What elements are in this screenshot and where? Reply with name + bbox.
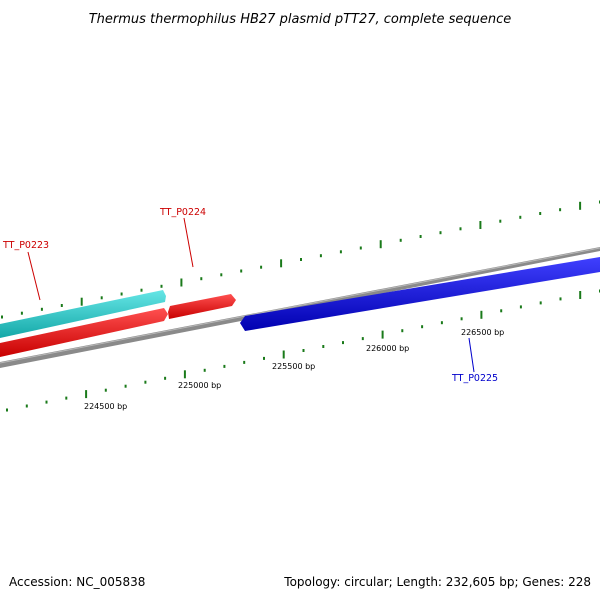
gene-tt-p0223-leader	[27, 251, 41, 301]
gene-tt-p0224-leader	[183, 217, 194, 268]
position-label-225000: 225000 bp	[178, 381, 221, 390]
gene-tt-p0224-label[interactable]: TT_P0224	[159, 207, 206, 218]
gene-tt-p0225-label[interactable]: TT_P0225	[451, 373, 498, 384]
gene-tt-p0223-label[interactable]: TT_P0223	[2, 240, 49, 251]
summary-text: Topology: circular; Length: 232,605 bp; …	[283, 575, 591, 589]
sequence-backbone-highlight	[0, 247, 600, 364]
map-title: Thermus thermophilus HB27 plasmid pTT27,…	[89, 12, 512, 27]
position-label-226000: 226000 bp	[366, 344, 409, 353]
gene-tt-p0224-arrow[interactable]	[168, 294, 236, 319]
accession-text: Accession: NC_005838	[9, 575, 145, 589]
cds-track-bar[interactable]	[0, 290, 166, 338]
gene-tt-p0225-arrow[interactable]	[240, 257, 600, 331]
lower-tick-row	[6, 289, 600, 412]
upper-tick-row	[1, 200, 600, 319]
position-label-224500: 224500 bp	[84, 402, 127, 411]
position-label-225500: 225500 bp	[272, 362, 315, 371]
position-label-226500: 226500 bp	[461, 328, 504, 337]
gene-tt-p0223-arrow[interactable]	[0, 308, 168, 357]
gene-tt-p0225-leader	[468, 337, 475, 373]
